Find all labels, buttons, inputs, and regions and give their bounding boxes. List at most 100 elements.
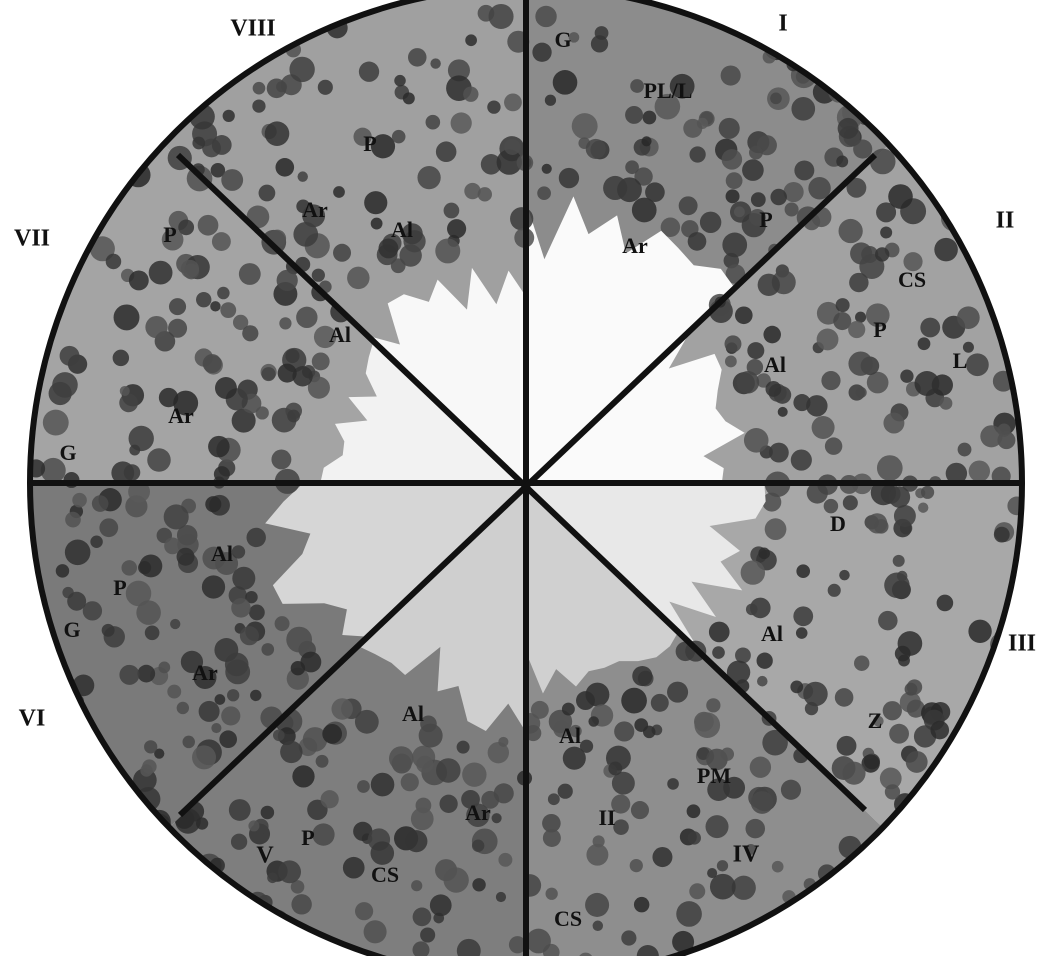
cell: [147, 448, 171, 472]
stage-numeral: V: [256, 843, 274, 869]
cell: [707, 868, 717, 878]
cell: [998, 312, 1024, 338]
stage-numeral: VII: [14, 226, 50, 252]
cell: [897, 571, 908, 582]
cell: [331, 698, 352, 719]
cell: [848, 321, 865, 338]
cell: [900, 370, 913, 383]
cell: [18, 611, 38, 631]
cell: [751, 791, 774, 814]
cell: [371, 218, 383, 230]
cell: [676, 901, 702, 927]
cell: [781, 780, 801, 800]
cell: [687, 804, 701, 818]
cell: [1023, 546, 1042, 565]
cell: [192, 745, 216, 769]
cell: [856, 387, 867, 398]
cell: [389, 746, 413, 770]
cell: [364, 920, 387, 943]
cell: [531, 701, 549, 719]
cell: [223, 110, 235, 122]
cell: [643, 111, 657, 125]
cell: [545, 95, 556, 106]
cell-label: P: [113, 575, 126, 600]
cell: [28, 319, 39, 330]
cell-label: Ar: [465, 800, 491, 825]
cell-label: Ar: [168, 403, 194, 428]
cell: [343, 857, 365, 879]
cell: [875, 247, 889, 261]
cell: [357, 780, 370, 793]
stage-circle-figure: IGPL/LPArIICSPLAlIIIDAlZIVAlPMIICSVAlArP…: [0, 0, 1043, 956]
cell: [317, 943, 335, 956]
cell: [271, 450, 291, 470]
cell-label: P: [759, 207, 772, 232]
cell: [580, 740, 593, 753]
cell: [10, 358, 29, 377]
cell: [121, 560, 136, 575]
cell: [444, 203, 460, 219]
cell-label: CS: [371, 862, 399, 887]
cell: [463, 86, 478, 101]
cell: [208, 436, 230, 458]
cell: [750, 757, 771, 778]
cell: [877, 455, 903, 481]
cell: [746, 604, 758, 616]
cell-label: P: [163, 222, 176, 247]
cell: [843, 495, 858, 510]
cell: [651, 694, 669, 712]
cell: [137, 665, 155, 683]
cell: [280, 741, 302, 763]
cell: [883, 413, 904, 434]
cell: [413, 908, 432, 927]
cell: [232, 567, 255, 590]
stage-numeral: I: [778, 11, 787, 37]
cell: [836, 156, 848, 168]
cell: [966, 353, 989, 376]
cell: [139, 555, 162, 578]
cell: [643, 726, 656, 739]
cell: [603, 176, 627, 200]
cell: [717, 860, 728, 871]
cell: [227, 689, 239, 701]
cell: [694, 712, 720, 738]
cell: [758, 548, 770, 560]
cell: [688, 831, 701, 844]
cell-label: D: [830, 511, 846, 536]
cell: [12, 539, 22, 549]
cell: [839, 219, 863, 243]
cell: [149, 261, 173, 285]
cell-label: Al: [211, 541, 233, 566]
cell: [278, 860, 301, 883]
cell: [205, 496, 221, 512]
cell: [196, 292, 211, 307]
cell: [333, 244, 351, 262]
cell: [312, 269, 325, 282]
cell: [546, 888, 558, 900]
cell-label: G: [554, 27, 571, 52]
cell: [359, 62, 379, 82]
cell: [885, 784, 900, 799]
cell: [401, 773, 419, 791]
cell: [957, 306, 980, 329]
cell: [196, 817, 208, 829]
cell: [535, 6, 556, 27]
cell: [757, 676, 768, 687]
cell: [689, 883, 705, 899]
cell: [164, 504, 189, 529]
cell: [106, 254, 122, 270]
cell: [60, 346, 80, 366]
cell: [559, 168, 579, 188]
cell: [275, 158, 294, 177]
cell: [785, 202, 799, 216]
cell: [221, 706, 240, 725]
cell: [726, 189, 740, 203]
cell: [43, 410, 69, 436]
cell: [220, 302, 236, 318]
cell: [758, 274, 780, 296]
cell: [420, 927, 435, 942]
cell: [32, 300, 53, 321]
cell: [273, 729, 285, 741]
cell: [262, 367, 276, 381]
cell: [526, 929, 551, 954]
